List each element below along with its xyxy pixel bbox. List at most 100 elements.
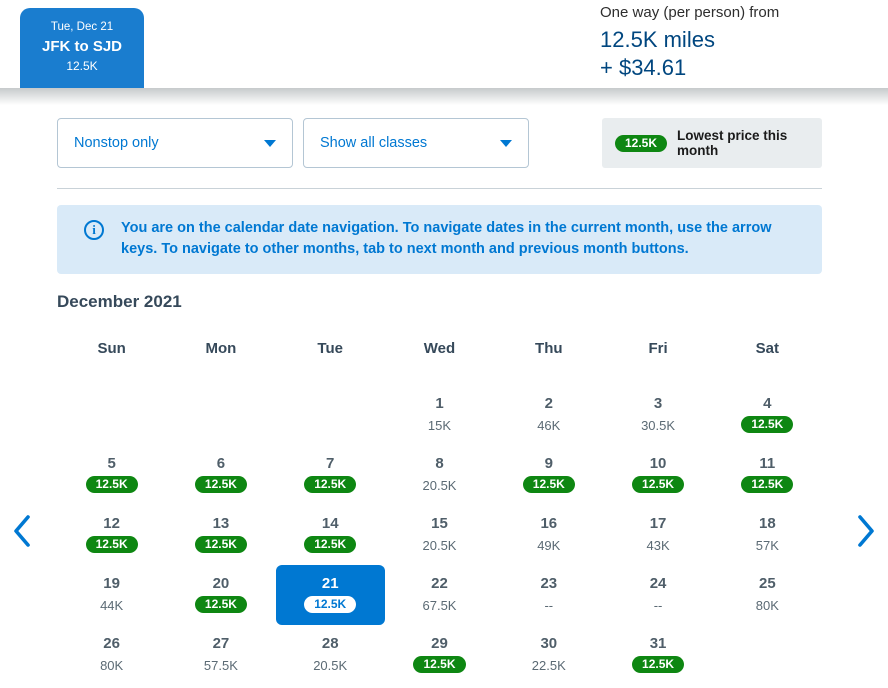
calendar-day-9[interactable]: 9 12.5K <box>494 445 603 505</box>
lowest-price-badge: 12.5K <box>741 416 794 433</box>
calendar-day-21-selected[interactable]: 21 12.5K <box>275 565 385 625</box>
day-number: 19 <box>103 575 120 592</box>
classes-filter-dropdown[interactable]: Show all classes <box>303 118 529 168</box>
header-shadow <box>0 88 888 108</box>
calendar-day-28[interactable]: 28 20.5K <box>276 625 385 685</box>
calendar-day-5[interactable]: 5 12.5K <box>57 445 166 505</box>
day-number: 13 <box>212 515 230 532</box>
day-price: 20.5K <box>422 478 457 493</box>
day-number: 7 <box>326 455 335 472</box>
calendar-cell-blank <box>713 625 822 685</box>
calendar-day-23[interactable]: 23 -- <box>494 565 603 625</box>
day-price: 15K <box>427 418 452 433</box>
calendar-day-14[interactable]: 14 12.5K <box>276 505 385 565</box>
calendar-day-29[interactable]: 29 12.5K <box>385 625 494 685</box>
calendar-day-3[interactable]: 3 30.5K <box>603 385 712 445</box>
day-price: 80K <box>755 598 779 613</box>
stops-filter-dropdown[interactable]: Nonstop only <box>57 118 293 168</box>
lowest-price-badge: 12.5K <box>413 656 466 673</box>
calendar-day-19[interactable]: 19 44K <box>57 565 166 625</box>
day-number: 14 <box>321 515 339 532</box>
lowest-price-badge: 12.5K <box>632 476 685 493</box>
day-header-thu: Thu <box>535 339 563 357</box>
tab-route: JFK to SJD <box>41 38 122 55</box>
navigation-info-banner: i You are on the calendar date navigatio… <box>57 205 822 274</box>
lowest-price-badge: 12.5K <box>85 536 138 553</box>
calendar-day-31[interactable]: 31 12.5K <box>603 625 712 685</box>
calendar-day-20[interactable]: 20 12.5K <box>166 565 275 625</box>
lowest-price-badge: 12.5K <box>304 476 357 493</box>
calendar-day-10[interactable]: 10 12.5K <box>603 445 712 505</box>
calendar-day-6[interactable]: 6 12.5K <box>166 445 275 505</box>
day-header-fri: Fri <box>648 339 668 357</box>
month-title: December 2021 <box>57 292 182 311</box>
calendar-day-15[interactable]: 15 20.5K <box>385 505 494 565</box>
calendar-day-13[interactable]: 13 12.5K <box>166 505 275 565</box>
caret-down-icon <box>264 139 276 147</box>
calendar-day-8[interactable]: 8 20.5K <box>385 445 494 505</box>
calendar-day-16[interactable]: 16 49K <box>494 505 603 565</box>
calendar-day-2[interactable]: 2 46K <box>494 385 603 445</box>
stops-filter-value: Nonstop only <box>74 135 159 151</box>
calendar-day-7[interactable]: 7 12.5K <box>276 445 385 505</box>
day-number: 8 <box>435 455 444 472</box>
calendar-day-4[interactable]: 4 12.5K <box>713 385 822 445</box>
lowest-price-legend: 12.5K Lowest price this month <box>602 118 822 168</box>
calendar-day-24[interactable]: 24 -- <box>603 565 712 625</box>
day-number: 3 <box>653 395 663 412</box>
calendar-cell-blank <box>57 385 166 445</box>
lowest-price-badge: 12.5K <box>194 596 247 613</box>
day-number: 22 <box>431 575 448 592</box>
day-number: 21 <box>321 575 339 592</box>
day-number: 17 <box>649 515 667 532</box>
chevron-right-icon <box>855 514 877 548</box>
lowest-price-badge: 12.5K <box>741 476 794 493</box>
day-number: 25 <box>759 575 776 592</box>
next-month-button[interactable] <box>846 505 886 557</box>
calendar-day-17[interactable]: 17 43K <box>603 505 712 565</box>
day-number: 29 <box>431 635 448 652</box>
day-price: 67.5K <box>422 598 457 613</box>
header: Tue, Dec 21 JFK to SJD 12.5K One way (pe… <box>0 0 888 88</box>
selected-price-badge: 12.5K <box>304 596 357 613</box>
day-header-sun: Sun <box>97 339 126 357</box>
calendar-day-1[interactable]: 1 15K <box>385 385 494 445</box>
day-price: 20.5K <box>313 658 348 673</box>
tab-date: Tue, Dec 21 <box>50 21 114 33</box>
calendar-day-11[interactable]: 11 12.5K <box>713 445 822 505</box>
calendar-day-22[interactable]: 22 67.5K <box>385 565 494 625</box>
day-number: 18 <box>759 515 776 532</box>
day-number: 16 <box>540 515 558 532</box>
calendar-day-12[interactable]: 12 12.5K <box>57 505 166 565</box>
calendar-day-18[interactable]: 18 57K <box>713 505 822 565</box>
calendar-day-26[interactable]: 26 80K <box>57 625 166 685</box>
lowest-price-badge: 12.5K <box>632 656 685 673</box>
day-price: 20.5K <box>422 538 457 553</box>
day-price: 46K <box>537 418 561 433</box>
price-summary: One way (per person) from 12.5K miles + … <box>600 4 779 82</box>
day-header-wed: Wed <box>423 339 456 357</box>
calendar-day-27[interactable]: 27 57.5K <box>166 625 275 685</box>
selected-date-tab[interactable]: Tue, Dec 21 JFK to SJD 12.5K <box>20 8 144 88</box>
day-number: 31 <box>649 635 667 652</box>
calendar-grid: Sun Mon Tue Wed Thu Fri Sat 1 15K 2 46K 3 30.5K 4 12.5… <box>57 325 822 685</box>
day-price: -- <box>544 598 554 613</box>
calendar-day-25[interactable]: 25 80K <box>713 565 822 625</box>
calendar-day-30[interactable]: 30 22.5K <box>494 625 603 685</box>
day-number: 23 <box>540 575 558 592</box>
day-header-sat: Sat <box>755 339 780 357</box>
day-number: 15 <box>431 515 448 532</box>
previous-month-button[interactable] <box>2 505 42 557</box>
day-header-tue: Tue <box>317 339 343 357</box>
day-price: 57.5K <box>203 658 238 673</box>
day-number: 12 <box>103 515 120 532</box>
day-number: 30 <box>540 635 558 652</box>
day-price: 30.5K <box>641 418 676 433</box>
lowest-price-badge: 12.5K <box>615 134 668 152</box>
day-number: 10 <box>649 455 667 472</box>
day-price: 57K <box>755 538 779 553</box>
lowest-price-badge: 12.5K <box>304 536 357 553</box>
tab-price: 12.5K <box>66 59 98 73</box>
summary-miles: 12.5K miles <box>600 27 715 52</box>
info-icon: i <box>84 220 104 240</box>
